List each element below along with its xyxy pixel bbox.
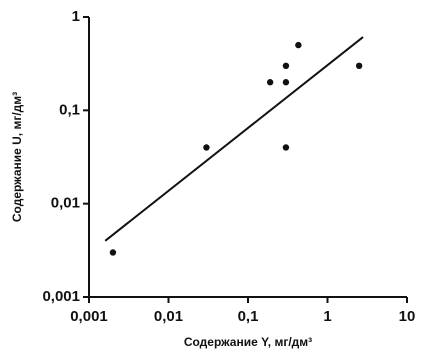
point	[282, 62, 290, 70]
y-tick-label: 0,001	[42, 288, 80, 305]
x-tick-label: 1	[323, 308, 331, 325]
point	[203, 144, 210, 151]
x-tick-label: 0,01	[154, 308, 183, 325]
y-tick-label: 1	[72, 8, 80, 25]
point	[282, 79, 290, 86]
x-tick-label: 10	[399, 308, 416, 325]
x-axis-label: Содержание Y, мг/дм³	[184, 335, 312, 349]
point	[355, 62, 363, 70]
y-tick-label: 0,1	[59, 101, 80, 118]
point	[295, 41, 302, 49]
y-axis-label: Содержание U, мг/дм³	[10, 92, 24, 222]
point	[109, 249, 117, 256]
trend-line	[104, 36, 364, 242]
point	[266, 79, 274, 86]
point	[282, 144, 290, 151]
y-tick-label: 0,01	[51, 195, 80, 212]
x-tick-label: 0,1	[238, 308, 259, 325]
x-tick-label: 0,001	[70, 308, 108, 325]
